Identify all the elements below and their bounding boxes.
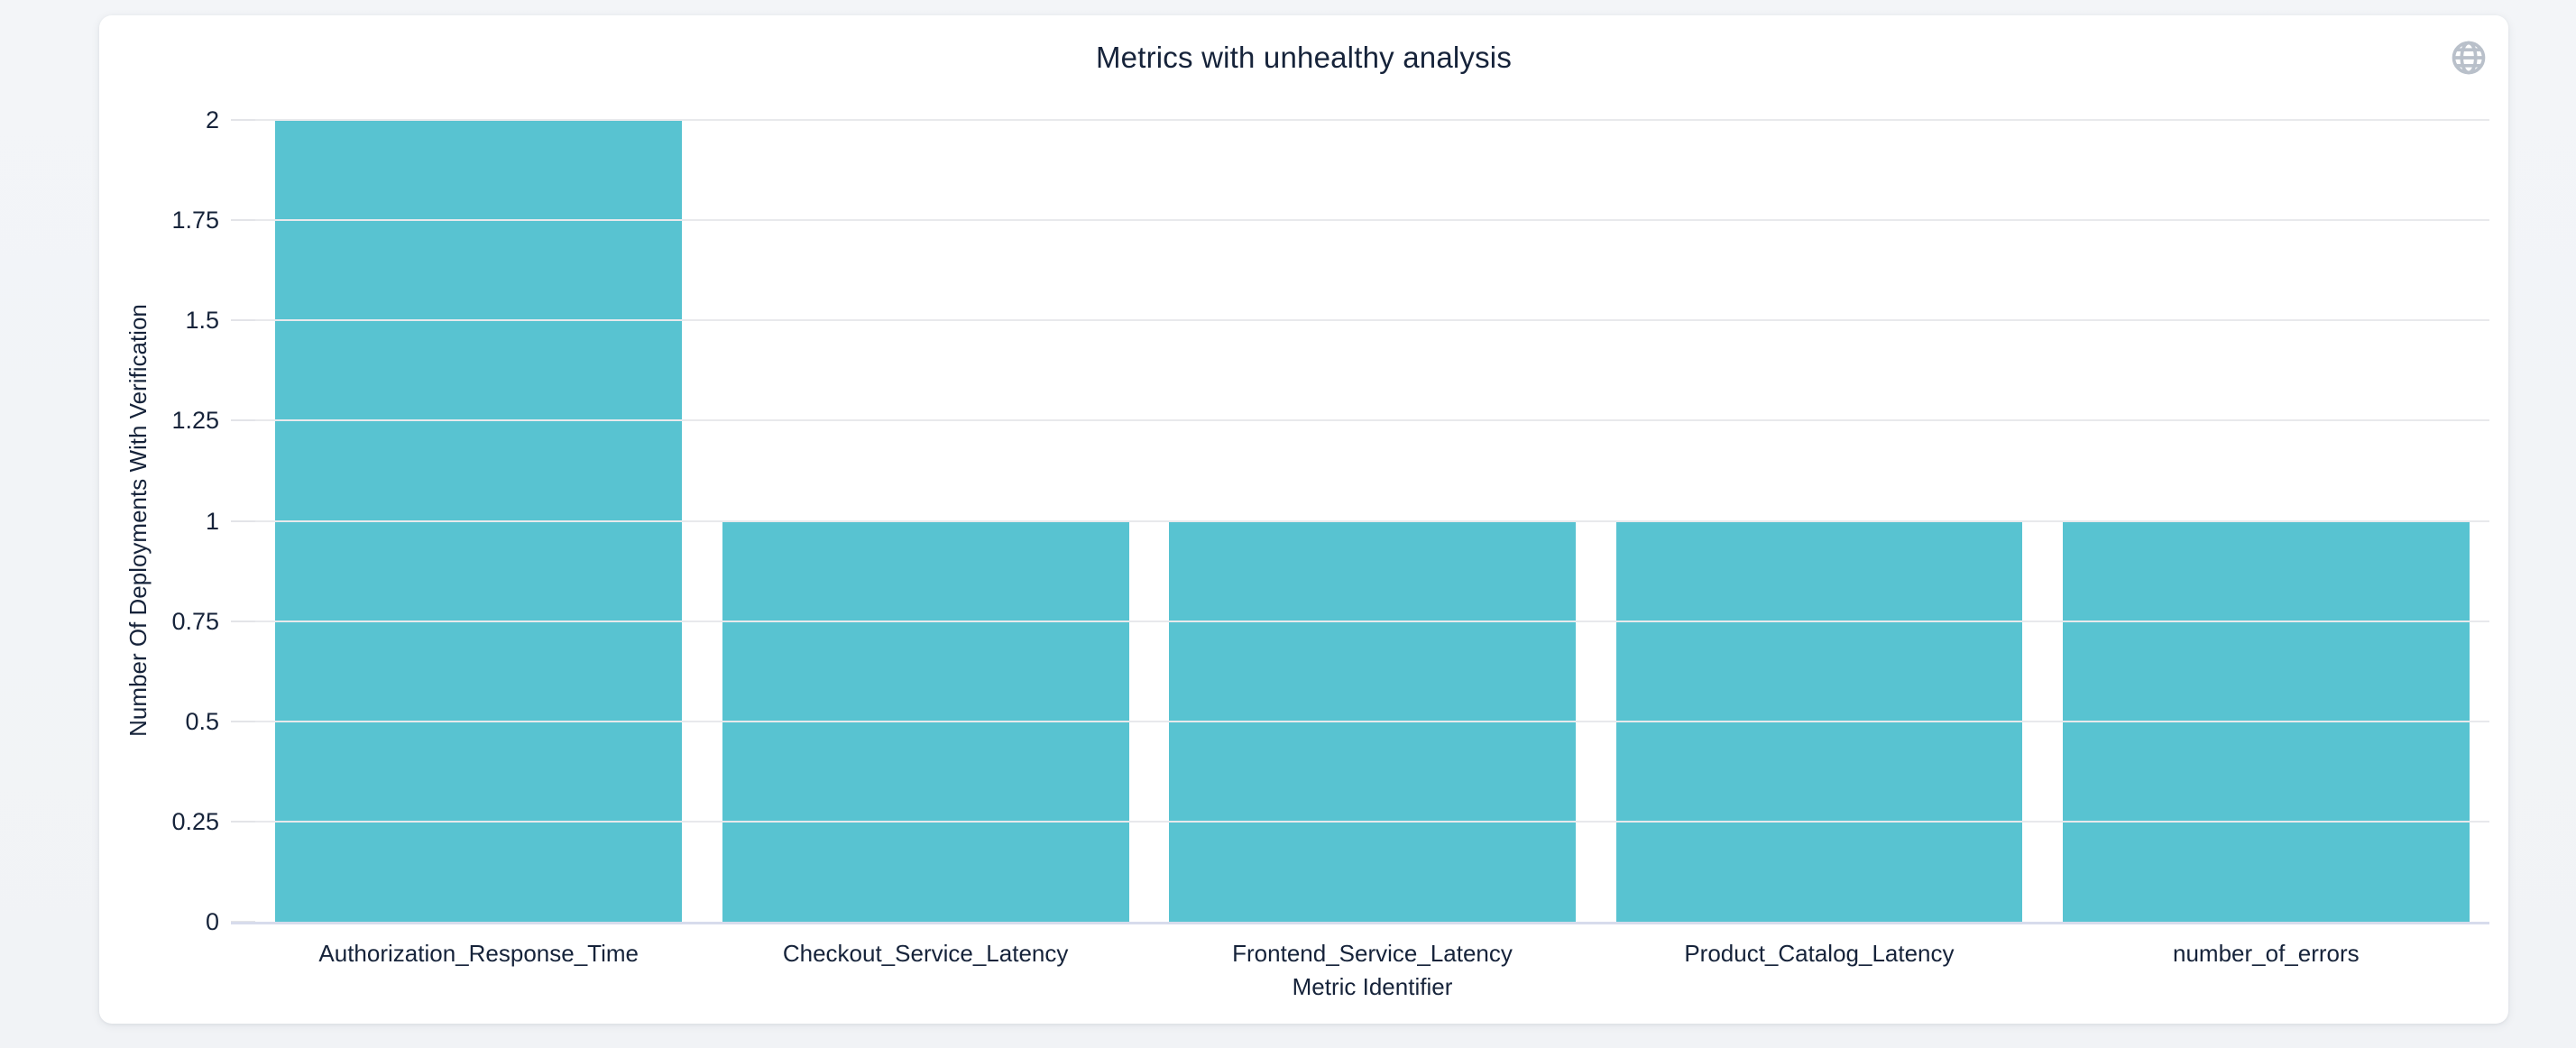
x-tick-label: Product_Catalog_Latency xyxy=(1684,940,1955,967)
y-tick-label: 2 xyxy=(205,106,219,133)
y-tick-label: 0 xyxy=(205,908,219,935)
chart-title: Metrics with unhealthy analysis xyxy=(1095,41,1513,74)
y-tick-mark xyxy=(231,219,255,222)
x-tick-label: Checkout_Service_Latency xyxy=(782,940,1069,967)
y-tick-mark xyxy=(231,119,255,121)
x-axis-title: Metric Identifier xyxy=(1292,973,1453,1000)
y-gridline xyxy=(255,519,2489,522)
y-tick-label: 0.25 xyxy=(171,807,219,835)
plot-area: 0 0.25 0.5 0.75 1 1.25 1.5 1.75 2 xyxy=(171,106,2489,935)
y-tick-mark xyxy=(231,519,255,522)
y-gridline xyxy=(255,720,2489,722)
y-tick-label: 1 xyxy=(205,507,219,535)
y-axis-title-text: Number Of Deployments With Verification xyxy=(124,304,152,737)
y-tick-mark xyxy=(231,620,255,622)
y-tick-mark xyxy=(231,419,255,422)
globe-icon xyxy=(2449,38,2489,78)
x-tick-label: Authorization_Response_Time xyxy=(318,940,639,967)
y-tick-mark xyxy=(231,720,255,722)
y-gridline xyxy=(255,620,2489,622)
y-tick-mark xyxy=(231,820,255,823)
x-tick-label: Frontend_Service_Latency xyxy=(1232,940,1513,967)
y-gridline xyxy=(255,820,2489,823)
x-tick-label: number_of_errors xyxy=(2173,940,2360,967)
x-axis-line xyxy=(231,922,2489,924)
y-gridline xyxy=(255,319,2489,322)
x-axis-tick-labels: Authorization_Response_Time Checkout_Serv… xyxy=(255,938,2489,969)
y-tick-label: 0.75 xyxy=(171,607,219,635)
y-gridline xyxy=(255,419,2489,422)
y-tick-label: 0.5 xyxy=(185,707,219,735)
y-tick-label: 1.75 xyxy=(171,207,219,234)
chart-card: Metrics with unhealthy analysis Number O… xyxy=(99,15,2508,1024)
y-tick-label: 1.5 xyxy=(185,307,219,335)
y-gridline xyxy=(255,219,2489,222)
y-tick-label: 1.25 xyxy=(171,407,219,435)
y-gridline xyxy=(255,119,2489,121)
y-tick-mark xyxy=(231,319,255,322)
